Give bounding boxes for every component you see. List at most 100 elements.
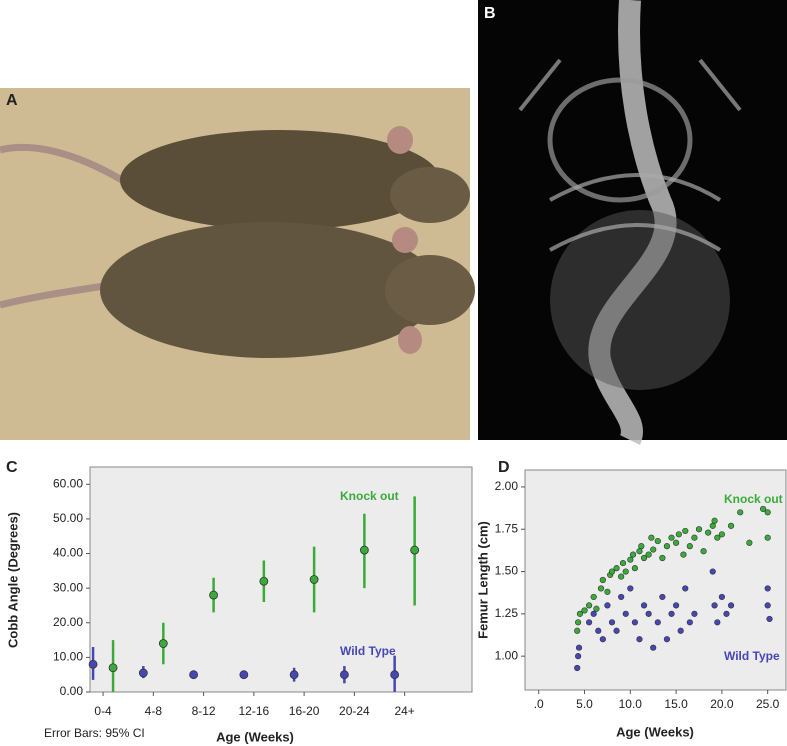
- point: [737, 509, 744, 516]
- point: [695, 526, 703, 533]
- x-tick-label: 16-20: [289, 704, 320, 718]
- point: [619, 559, 627, 567]
- plot-area: [89, 466, 473, 693]
- point: [682, 585, 689, 592]
- y-tick-label: 1.50: [495, 564, 519, 578]
- point: [677, 627, 684, 634]
- point: [673, 539, 680, 546]
- point: [604, 602, 611, 609]
- x-axis-title: Age (Weeks): [216, 729, 294, 744]
- point: [668, 610, 675, 617]
- point: [618, 573, 625, 580]
- y-tick-label: 1.75: [495, 521, 519, 535]
- dot: [239, 670, 249, 680]
- dot: [189, 670, 198, 680]
- dot: [289, 670, 299, 680]
- dot: [88, 659, 98, 669]
- dot: [259, 576, 269, 586]
- point: [718, 593, 725, 601]
- y-axis-title: Femur Length (cm): [475, 521, 490, 639]
- y-tick-label: 10.00: [53, 650, 83, 664]
- point: [686, 619, 693, 626]
- point: [595, 627, 602, 634]
- point: [714, 534, 721, 541]
- point: [650, 546, 657, 553]
- point: [636, 548, 643, 555]
- point: [663, 543, 671, 550]
- y-tick-label: 40.00: [53, 546, 83, 560]
- point: [654, 619, 661, 626]
- point: [673, 602, 680, 609]
- point: [593, 605, 600, 612]
- x-tick-label: .0: [534, 697, 544, 711]
- point: [608, 568, 616, 575]
- series-label: Knock out: [340, 489, 399, 503]
- x-axis-title: Age (Weeks): [616, 724, 694, 739]
- point: [581, 607, 588, 614]
- point: [574, 664, 581, 672]
- point: [631, 565, 638, 572]
- point: [629, 551, 637, 558]
- point: [586, 602, 593, 609]
- point: [586, 619, 593, 626]
- note: Error Bars: 95% CI: [44, 726, 145, 740]
- point: [590, 593, 597, 601]
- point: [711, 517, 718, 524]
- point: [576, 610, 584, 617]
- point: [746, 539, 753, 546]
- y-axis-title: Cobb Angle (Degrees): [5, 512, 20, 648]
- dot: [138, 668, 148, 678]
- x-tick-label: 10.0: [619, 697, 643, 711]
- point: [691, 534, 698, 541]
- panel-label: B: [484, 5, 496, 22]
- point: [723, 610, 730, 617]
- series-label: Wild Type: [340, 644, 396, 658]
- point: [764, 585, 771, 592]
- point: [604, 588, 611, 595]
- dot: [390, 670, 400, 680]
- y-tick-label: 2.00: [495, 479, 519, 493]
- point: [705, 529, 712, 536]
- series-label: Wild Type: [724, 649, 780, 663]
- panel-label: D: [498, 459, 510, 476]
- y-tick-label: 60.00: [53, 476, 83, 490]
- dot: [108, 663, 118, 673]
- point: [764, 509, 771, 516]
- point: [622, 610, 629, 617]
- point: [709, 568, 716, 575]
- point: [659, 593, 666, 601]
- point: [709, 522, 716, 529]
- point: [700, 548, 707, 555]
- point: [574, 627, 581, 634]
- point: [727, 602, 735, 609]
- point: [654, 537, 661, 545]
- point: [599, 636, 606, 643]
- y-tick-label: 1.00: [495, 648, 519, 662]
- point: [645, 551, 652, 558]
- panel-label: C: [6, 459, 18, 476]
- point: [691, 610, 698, 617]
- dot: [359, 545, 369, 555]
- dot: [209, 590, 218, 600]
- dot: [158, 639, 168, 648]
- point: [766, 615, 773, 623]
- x-tick-label: 20-24: [339, 704, 370, 718]
- point: [590, 610, 597, 617]
- dot: [410, 545, 420, 555]
- panel-label: A: [6, 92, 18, 109]
- chart-cobb: 0.00 10.00 20.00 30.00 40.00 50.00 60.00 0-4 4-8…: [5, 466, 473, 744]
- chart-femur: 1.00 1.25 1.50 1.75 2.00 .0 5.0 10.0 15.0 20.0 25.…: [475, 469, 787, 739]
- point: [631, 619, 638, 626]
- x-tick-label: 24+: [394, 704, 414, 718]
- point: [638, 543, 645, 550]
- point: [636, 636, 643, 643]
- y-tick-label: 0.00: [60, 684, 84, 698]
- point: [650, 644, 657, 651]
- point: [645, 610, 652, 617]
- point: [659, 554, 666, 562]
- x-tick-label: 0-4: [94, 704, 112, 718]
- point: [627, 556, 634, 563]
- point: [764, 534, 771, 541]
